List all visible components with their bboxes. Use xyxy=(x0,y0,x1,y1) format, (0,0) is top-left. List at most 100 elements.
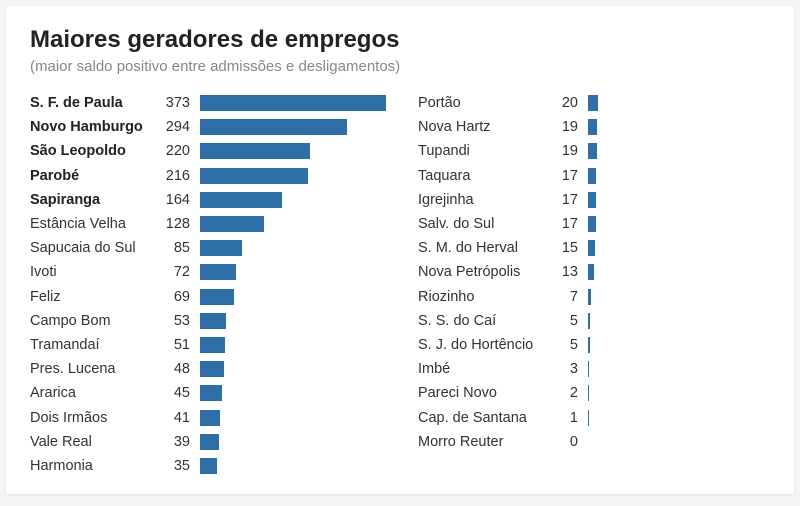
bar-track xyxy=(588,410,770,426)
bar-row: Nova Petrópolis13 xyxy=(418,260,770,284)
row-label: Igrejinha xyxy=(418,192,546,208)
bar-row: Novo Hamburgo294 xyxy=(30,115,386,139)
row-label: S. J. do Hortêncio xyxy=(418,337,546,353)
bar-row: Igrejinha17 xyxy=(418,188,770,212)
bar-row: Salv. do Sul17 xyxy=(418,212,770,236)
bar-row: Portão20 xyxy=(418,91,770,115)
row-value: 19 xyxy=(546,143,588,159)
bar-track xyxy=(200,119,386,135)
bar-row: S. M. do Herval15 xyxy=(418,236,770,260)
chart-columns: S. F. de Paula373Novo Hamburgo294São Leo… xyxy=(30,91,770,478)
row-label: Pres. Lucena xyxy=(30,361,158,377)
bar-track xyxy=(200,361,386,377)
row-label: Cap. de Santana xyxy=(418,410,546,426)
bar-fill xyxy=(200,361,224,377)
right-column: Portão20Nova Hartz19Tupandi19Taquara17Ig… xyxy=(418,91,770,478)
bar-row: Ararica45 xyxy=(30,381,386,405)
bar-fill xyxy=(200,95,386,111)
bar-fill xyxy=(200,434,219,450)
bar-row: Cap. de Santana1 xyxy=(418,405,770,429)
bar-row: Ivoti72 xyxy=(30,260,386,284)
bar-track xyxy=(588,264,770,280)
row-label: S. F. de Paula xyxy=(30,95,158,111)
row-value: 48 xyxy=(158,361,200,377)
bar-fill xyxy=(200,313,226,329)
bar-track xyxy=(200,95,386,111)
row-label: Campo Bom xyxy=(30,313,158,329)
row-label: Ivoti xyxy=(30,264,158,280)
bar-row: São Leopoldo220 xyxy=(30,139,386,163)
bar-row: Sapucaia do Sul85 xyxy=(30,236,386,260)
bar-fill xyxy=(588,143,597,159)
bar-track xyxy=(200,410,386,426)
row-label: Morro Reuter xyxy=(418,434,546,450)
bar-track xyxy=(200,458,386,474)
row-label: Vale Real xyxy=(30,434,158,450)
bar-fill xyxy=(200,385,222,401)
bar-fill xyxy=(200,143,310,159)
row-value: 51 xyxy=(158,337,200,353)
row-label: Dois Irmãos xyxy=(30,410,158,426)
row-label: Feliz xyxy=(30,289,158,305)
bar-track xyxy=(588,95,770,111)
row-label: Harmonia xyxy=(30,458,158,474)
bar-row: Morro Reuter0 xyxy=(418,430,770,454)
bar-track xyxy=(200,313,386,329)
bar-fill xyxy=(588,313,590,329)
bar-fill xyxy=(588,289,591,305)
bar-row: Estância Velha128 xyxy=(30,212,386,236)
row-value: 39 xyxy=(158,434,200,450)
row-value: 17 xyxy=(546,192,588,208)
bar-track xyxy=(588,168,770,184)
row-label: Riozinho xyxy=(418,289,546,305)
bar-fill xyxy=(588,361,589,377)
bar-track xyxy=(200,337,386,353)
bar-fill xyxy=(588,337,590,353)
row-value: 1 xyxy=(546,410,588,426)
left-column: S. F. de Paula373Novo Hamburgo294São Leo… xyxy=(30,91,386,478)
bar-track xyxy=(200,240,386,256)
row-value: 15 xyxy=(546,240,588,256)
row-label: Salv. do Sul xyxy=(418,216,546,232)
bar-fill xyxy=(588,264,594,280)
bar-row: Taquara17 xyxy=(418,164,770,188)
row-value: 17 xyxy=(546,216,588,232)
row-value: 7 xyxy=(546,289,588,305)
row-value: 20 xyxy=(546,95,588,111)
bar-row: Imbé3 xyxy=(418,357,770,381)
row-label: Tupandi xyxy=(418,143,546,159)
bar-row: Feliz69 xyxy=(30,285,386,309)
row-label: Sapucaia do Sul xyxy=(30,240,158,256)
row-value: 45 xyxy=(158,385,200,401)
row-label: Portão xyxy=(418,95,546,111)
bar-row: S. F. de Paula373 xyxy=(30,91,386,115)
bar-fill xyxy=(200,289,234,305)
bar-row: Nova Hartz19 xyxy=(418,115,770,139)
row-label: Imbé xyxy=(418,361,546,377)
bar-fill xyxy=(588,119,597,135)
row-label: Ararica xyxy=(30,385,158,401)
bar-fill xyxy=(200,216,264,232)
bar-track xyxy=(588,337,770,353)
bar-row: S. S. do Caí5 xyxy=(418,309,770,333)
row-value: 53 xyxy=(158,313,200,329)
bar-row: Campo Bom53 xyxy=(30,309,386,333)
row-value: 164 xyxy=(158,192,200,208)
row-value: 85 xyxy=(158,240,200,256)
bar-fill xyxy=(200,192,282,208)
row-label: Tramandaí xyxy=(30,337,158,353)
row-value: 220 xyxy=(158,143,200,159)
bar-fill xyxy=(588,192,596,208)
row-label: Pareci Novo xyxy=(418,385,546,401)
row-label: Taquara xyxy=(418,168,546,184)
bar-track xyxy=(588,216,770,232)
bar-row: Vale Real39 xyxy=(30,430,386,454)
chart-title: Maiores geradores de empregos xyxy=(30,26,770,54)
row-value: 35 xyxy=(158,458,200,474)
chart-card: Maiores geradores de empregos (maior sal… xyxy=(6,6,794,494)
row-label: Nova Petrópolis xyxy=(418,264,546,280)
chart-subtitle: (maior saldo positivo entre admissões e … xyxy=(30,58,770,75)
row-label: São Leopoldo xyxy=(30,143,158,159)
row-value: 128 xyxy=(158,216,200,232)
row-label: S. S. do Caí xyxy=(418,313,546,329)
